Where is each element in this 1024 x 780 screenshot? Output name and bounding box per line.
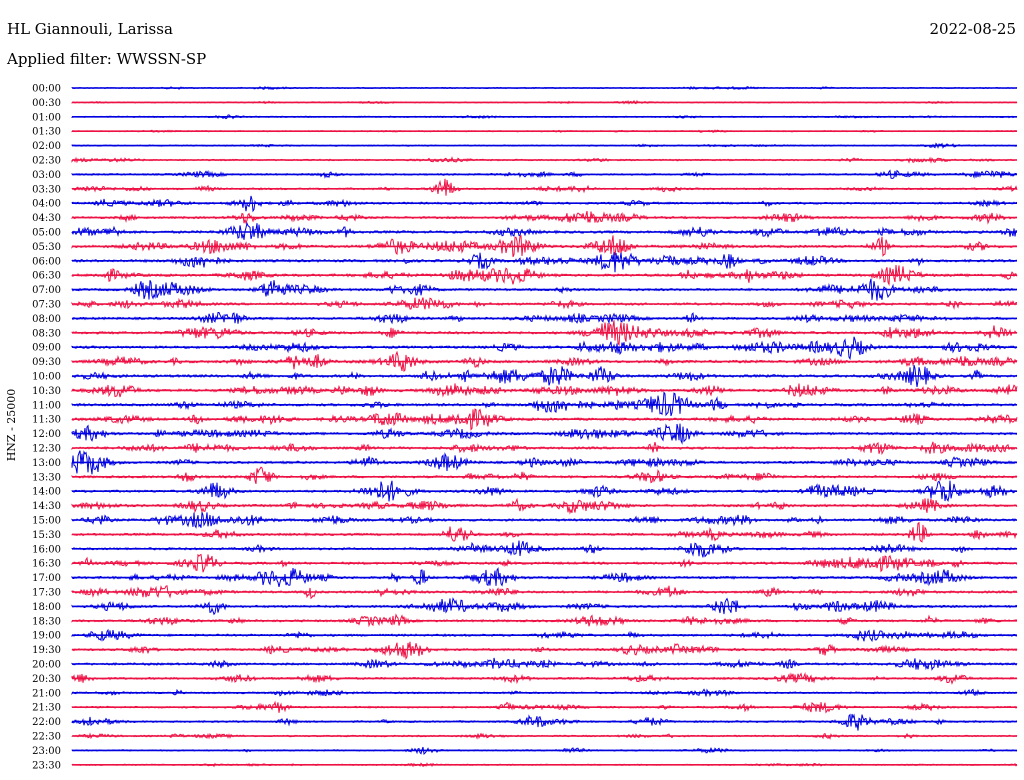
row-time-label: 22:30 (32, 732, 61, 743)
row-time-label: 19:30 (32, 645, 61, 656)
row-time-label: 04:00 (32, 199, 61, 210)
row-time-label: 21:00 (32, 688, 61, 699)
row-time-label: 13:30 (32, 472, 61, 483)
row-time-label: 04:30 (32, 213, 61, 224)
row-time-label: 13:00 (32, 458, 61, 469)
seismic-trace-row (71, 466, 1018, 484)
row-time-label: 08:00 (32, 314, 61, 325)
row-time-label: 21:30 (32, 703, 61, 714)
row-time-label: 02:30 (32, 156, 61, 167)
row-time-label: 20:30 (32, 674, 61, 685)
station-title: HL Giannouli, Larissa (7, 20, 173, 38)
row-time-label: 07:30 (32, 300, 61, 311)
row-time-label: 07:00 (32, 285, 61, 296)
row-time-label: 15:00 (32, 516, 61, 527)
row-time-label: 17:00 (32, 573, 61, 584)
row-time-label: 16:00 (32, 544, 61, 555)
row-time-label: 08:30 (32, 328, 61, 339)
row-time-label: 18:30 (32, 616, 61, 627)
seismic-trace-row (71, 252, 1018, 273)
row-time-label: 03:00 (32, 170, 61, 181)
row-time-label: 06:30 (32, 271, 61, 282)
row-time-label: 00:00 (32, 84, 61, 95)
row-time-label: 10:00 (32, 372, 61, 383)
row-time-label: 12:30 (32, 444, 61, 455)
row-time-label: 05:30 (32, 242, 61, 253)
row-time-label: 12:00 (32, 429, 61, 440)
row-time-label: 11:00 (32, 400, 61, 411)
row-time-label: 02:00 (32, 141, 61, 152)
row-time-label: 10:30 (32, 386, 61, 397)
row-time-label: 09:30 (32, 357, 61, 368)
seismic-trace-row (71, 336, 1018, 361)
seismic-trace-row (71, 521, 1018, 543)
row-time-label: 05:00 (32, 228, 61, 239)
row-time-label: 11:30 (32, 415, 61, 426)
row-time-label: 16:30 (32, 559, 61, 570)
y-axis-label: HNZ - 25000 (5, 389, 18, 462)
date-label: 2022-08-25 (929, 20, 1016, 38)
row-time-label: 09:00 (32, 343, 61, 354)
filter-label: Applied filter: WWSSN-SP (7, 50, 207, 68)
row-time-label: 01:30 (32, 127, 61, 138)
row-time-label: 06:00 (32, 256, 61, 267)
row-time-label: 20:00 (32, 660, 61, 671)
row-time-label: 14:00 (32, 487, 61, 498)
row-time-label: 23:30 (32, 760, 61, 771)
seismic-trace-row (71, 178, 1018, 196)
row-time-label: 17:30 (32, 588, 61, 599)
row-time-label: 01:00 (32, 112, 61, 123)
row-time-label: 15:30 (32, 530, 61, 541)
row-time-label: 14:30 (32, 501, 61, 512)
row-time-label: 19:00 (32, 631, 61, 642)
row-time-label: 18:00 (32, 602, 61, 613)
row-time-label: 00:30 (32, 98, 61, 109)
row-time-label: 23:00 (32, 746, 61, 757)
row-time-label: 03:30 (32, 184, 61, 195)
row-time-label: 22:00 (32, 717, 61, 728)
